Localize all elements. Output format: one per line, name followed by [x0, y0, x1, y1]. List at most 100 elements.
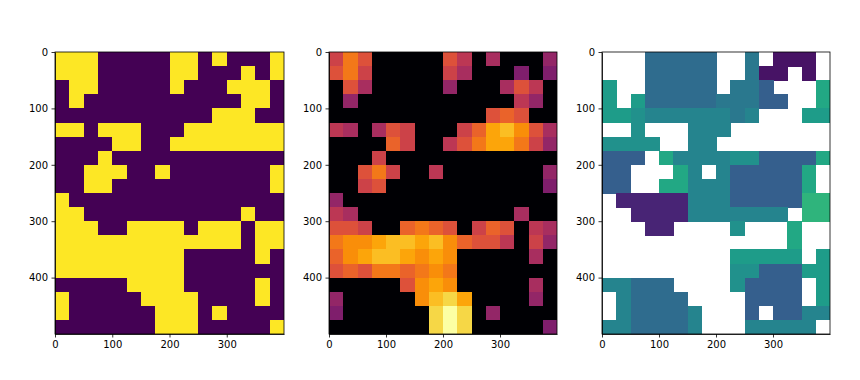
heatmap-cell: [472, 320, 487, 334]
heatmap-cell: [372, 292, 387, 307]
heatmap-cell: [270, 66, 284, 81]
heatmap-cell: [688, 80, 703, 95]
heatmap-cell: [500, 292, 515, 307]
heatmap-cell: [816, 151, 830, 166]
heatmap-cell: [241, 320, 256, 334]
heatmap-cell: [343, 66, 358, 81]
heatmap-cell: [386, 108, 401, 123]
heatmap-cell: [270, 320, 284, 334]
heatmap-cell: [415, 165, 430, 180]
heatmap-cell: [773, 207, 788, 222]
heatmap-cell: [98, 207, 113, 222]
heatmap-cell: [372, 80, 387, 95]
heatmap-cell: [184, 52, 199, 67]
heatmap-cell: [457, 80, 472, 95]
y-tick-label: 400: [576, 272, 595, 283]
heatmap-cell: [329, 221, 344, 236]
y-tick-label: 100: [303, 103, 322, 114]
heatmap-cell: [773, 320, 788, 334]
heatmap-cell: [443, 207, 458, 222]
heatmap-cell: [112, 278, 127, 293]
heatmap-cell: [127, 108, 142, 123]
heatmap-cell: [241, 221, 256, 236]
heatmap-cell: [227, 179, 242, 194]
heatmap-cell: [358, 108, 373, 123]
heatmap-cell: [329, 320, 344, 334]
heatmap-cell: [386, 221, 401, 236]
heatmap-cell: [270, 207, 284, 222]
y-tick-label: 300: [576, 216, 595, 227]
heatmap-cell: [400, 66, 415, 81]
heatmap-cell: [241, 80, 256, 95]
heatmap-cell: [529, 278, 544, 293]
y-tick-label: 0: [589, 47, 595, 58]
heatmap-cell: [69, 80, 84, 95]
heatmap-cell: [773, 52, 788, 67]
heatmap-cell: [773, 264, 788, 279]
x-tick-mark: [500, 334, 501, 338]
heatmap-cell: [255, 123, 270, 138]
heatmap-cell: [198, 320, 213, 334]
heatmap-cell: [98, 235, 113, 250]
heatmap-cell: [514, 306, 529, 321]
heatmap-cell: [386, 137, 401, 152]
heatmap-cell: [112, 179, 127, 194]
heatmap-cell: [415, 108, 430, 123]
heatmap-cell: [270, 179, 284, 194]
heatmap-cell: [500, 80, 515, 95]
x-tick: 200: [160, 334, 179, 350]
heatmap-cell: [457, 249, 472, 264]
heatmap-cell: [400, 306, 415, 321]
heatmap-cell: [773, 94, 788, 109]
heatmap-cell: [329, 264, 344, 279]
heatmap-cell: [343, 278, 358, 293]
heatmap-cell: [170, 249, 185, 264]
heatmap-cell: [529, 320, 544, 334]
heatmap-cell: [631, 207, 646, 222]
heatmap-cell: [127, 292, 142, 307]
heatmap-cell: [673, 108, 688, 123]
heatmap-cell: [343, 123, 358, 138]
heatmap-cell: [486, 66, 501, 81]
heatmap-cell: [543, 123, 557, 138]
x-tick: 0: [599, 334, 605, 350]
heatmap-cell: [358, 292, 373, 307]
y-tick-mark: [326, 221, 330, 222]
heatmap-cell: [270, 94, 284, 109]
heatmap-cell: [443, 264, 458, 279]
heatmap-cell: [386, 52, 401, 67]
heatmap-cell: [358, 151, 373, 166]
heatmap-cell: [457, 179, 472, 194]
heatmap-cell: [673, 94, 688, 109]
heatmap-cell: [543, 320, 557, 334]
heatmap-cell: [98, 264, 113, 279]
heatmap-cell: [730, 80, 745, 95]
heatmap-cell: [415, 207, 430, 222]
heatmap-cell: [816, 94, 830, 109]
heatmap-cell: [543, 94, 557, 109]
heatmap-cell: [343, 193, 358, 208]
heatmap-cell: [155, 179, 170, 194]
heatmap-cell: [227, 80, 242, 95]
heatmap-cell: [400, 221, 415, 236]
heatmap-cell: [702, 52, 717, 67]
heatmap-cell: [673, 292, 688, 307]
heatmap-cell: [415, 292, 430, 307]
heatmap-cell: [688, 108, 703, 123]
heatmap-cell: [816, 108, 830, 123]
heatmap-cell: [127, 66, 142, 81]
heatmap-cell: [372, 137, 387, 152]
heatmap-cell: [198, 278, 213, 293]
heatmap-cell: [543, 221, 557, 236]
heatmap-cell: [616, 292, 631, 307]
heatmap-cell: [500, 320, 515, 334]
heatmap-cell: [529, 52, 544, 67]
heatmap-cell: [127, 137, 142, 152]
heatmap-cell: [514, 179, 529, 194]
heatmap-cell: [688, 137, 703, 152]
y-tick-mark: [599, 278, 603, 279]
y-tick-mark: [599, 108, 603, 109]
heatmap-cell: [372, 52, 387, 67]
y-tick-mark: [52, 221, 56, 222]
heatmap-cell: [241, 108, 256, 123]
